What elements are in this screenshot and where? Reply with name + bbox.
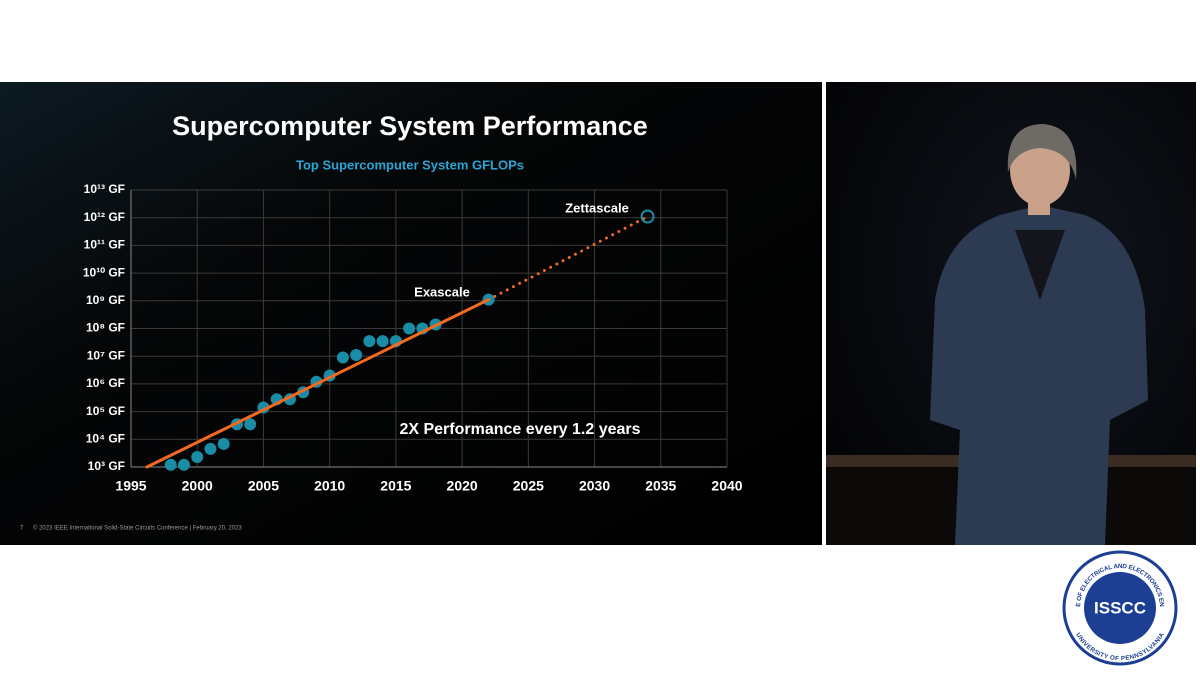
- y-tick-label: 10¹² GF: [84, 210, 125, 224]
- data-point: [164, 458, 177, 471]
- trend-line: [145, 298, 491, 469]
- x-tick-label: 1995: [115, 478, 146, 494]
- annotation: Exascale: [414, 284, 470, 299]
- data-point: [336, 351, 349, 364]
- y-tick-label: 10¹⁰ GF: [83, 265, 125, 279]
- x-tick-label: 2020: [447, 478, 478, 494]
- x-tick-label: 2015: [380, 478, 411, 494]
- data-point: [403, 322, 416, 335]
- x-tick-label: 2005: [248, 478, 279, 494]
- speaker-video: [826, 82, 1196, 545]
- y-tick-label: 10⁷ GF: [87, 348, 125, 362]
- x-tick-label: 2030: [579, 478, 610, 494]
- y-tick-label: 10⁵ GF: [86, 404, 125, 418]
- y-tick-label: 10¹¹ GF: [84, 238, 125, 252]
- trend-line: [487, 215, 650, 302]
- data-point: [204, 442, 217, 455]
- logo-name: ISSCC: [1094, 598, 1146, 617]
- y-tick-label: 10⁹ GF: [86, 293, 125, 307]
- chart-subtitle: Top Supercomputer System GFLOPs: [296, 157, 524, 172]
- data-point: [244, 418, 257, 431]
- data-point: [640, 209, 655, 224]
- y-tick-label: 10¹³ GF: [84, 182, 125, 196]
- y-tick-label: 10⁴ GF: [86, 431, 125, 445]
- page-number: 7: [20, 526, 24, 532]
- data-point: [177, 458, 190, 471]
- data-point: [363, 335, 376, 348]
- annotation: Zettascale: [565, 200, 629, 215]
- data-point: [376, 335, 389, 348]
- annotation: 2X Performance every 1.2 years: [399, 421, 640, 438]
- slide: [0, 82, 822, 545]
- y-tick-label: 10³ GF: [88, 459, 125, 473]
- data-point: [350, 349, 363, 362]
- y-tick-label: 10⁶ GF: [86, 376, 125, 390]
- x-tick-label: 2025: [513, 478, 544, 494]
- x-tick-label: 2035: [645, 478, 676, 494]
- x-tick-label: 2000: [182, 478, 213, 494]
- data-point: [217, 437, 230, 450]
- slide-title: Supercomputer System Performance: [172, 111, 648, 141]
- data-point: [191, 450, 204, 463]
- x-tick-label: 2040: [711, 478, 742, 494]
- x-tick-label: 2010: [314, 478, 345, 494]
- footer: © 2023 IEEE International Solid-State Ci…: [33, 525, 242, 532]
- y-tick-label: 10⁸ GF: [86, 321, 125, 335]
